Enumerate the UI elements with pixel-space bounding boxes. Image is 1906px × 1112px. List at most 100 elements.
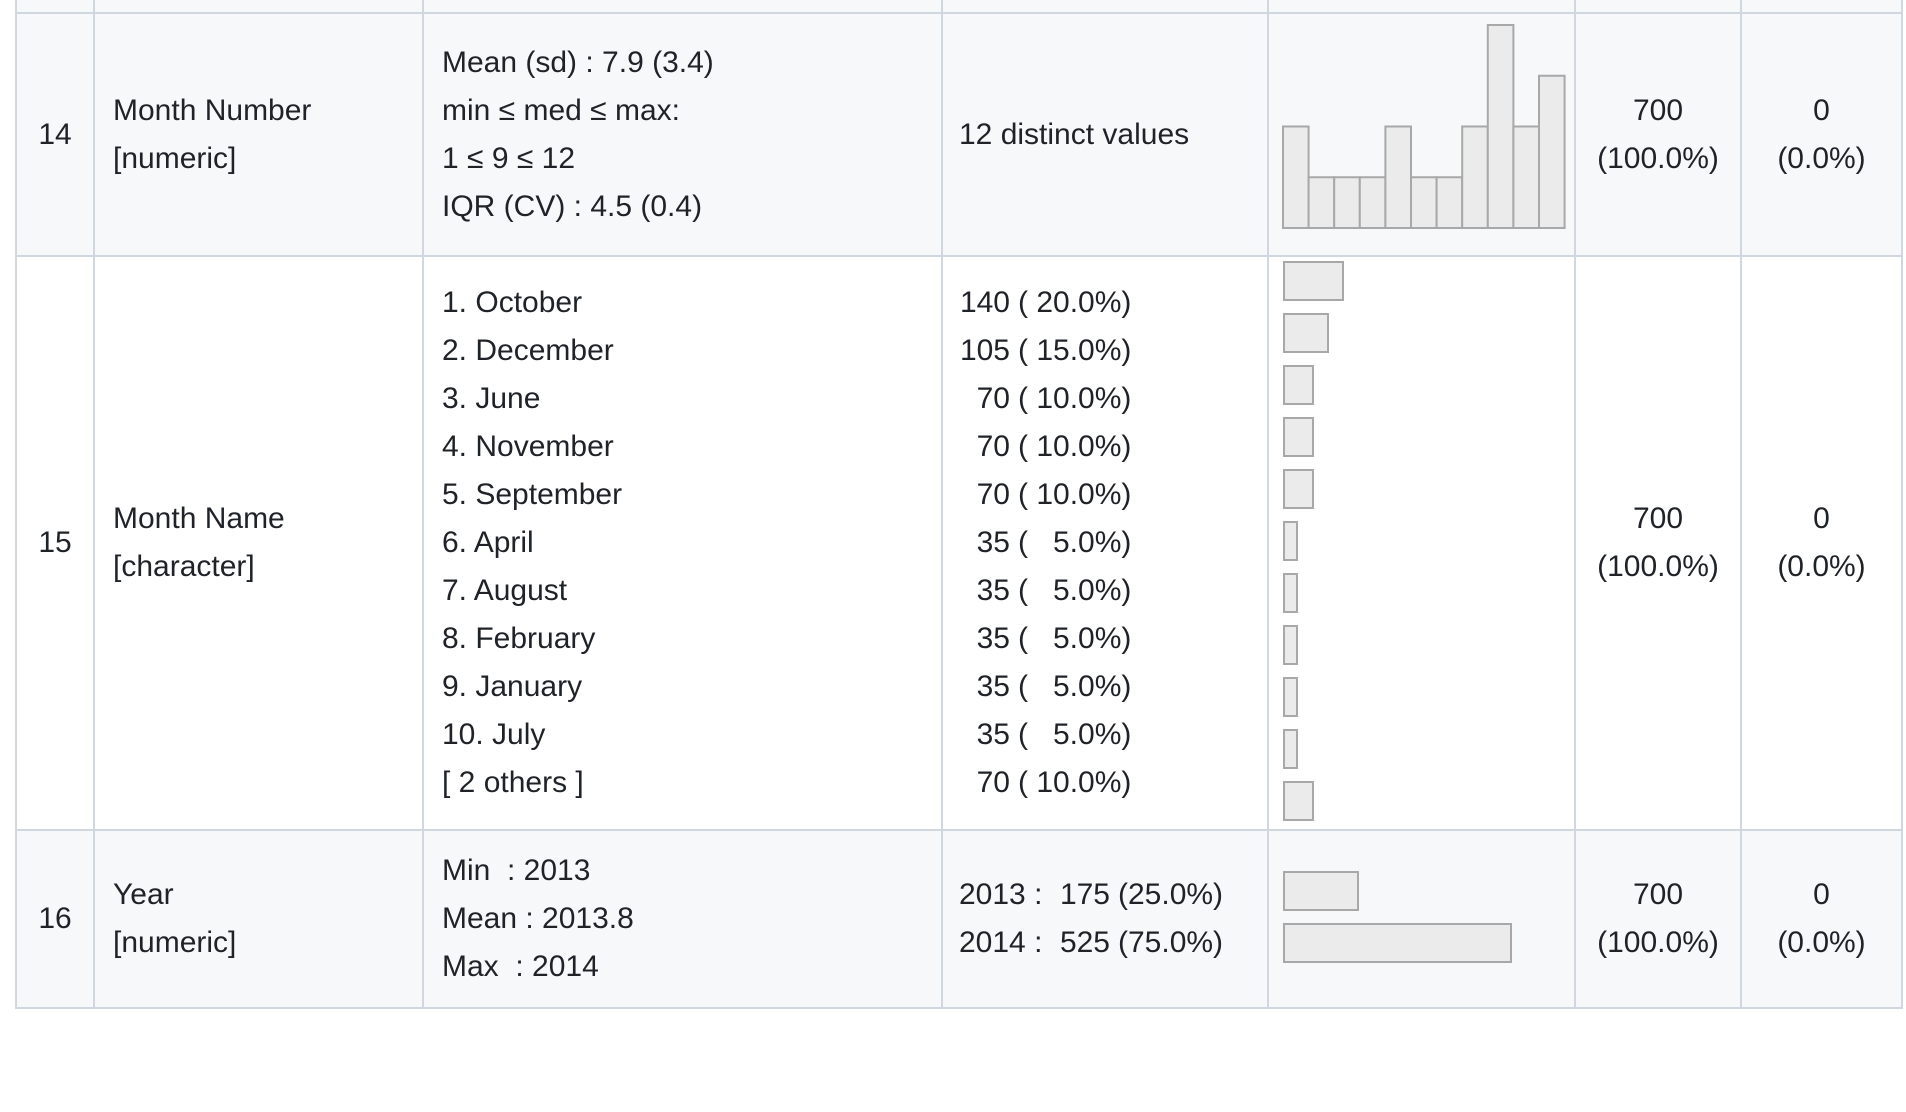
- variable-name: Month Name: [113, 502, 285, 535]
- valid-cell: 700 (100.0%): [1574, 255, 1742, 831]
- stats-line: IQR (CV) : 4.5 (0.4): [442, 189, 703, 223]
- graph-cell: [1267, 12, 1576, 257]
- freq-line: 35( 5.0%): [959, 615, 1249, 663]
- histogram-bar: [1538, 74, 1566, 229]
- histogram-bar: [1307, 176, 1336, 229]
- freq-bar: [1283, 677, 1299, 717]
- missing-count: 0: [1813, 878, 1830, 911]
- freq-count: 105: [959, 334, 1010, 367]
- freq-line: 35( 5.0%): [959, 663, 1249, 711]
- missing-cell: 0 (0.0%): [1740, 829, 1903, 1009]
- stats-line: 4. November: [442, 430, 614, 463]
- freq-line: 70( 10.0%): [959, 423, 1249, 471]
- stats-line: 7. August: [442, 574, 568, 607]
- freq-bar: [1283, 871, 1360, 911]
- freq-bar: [1283, 365, 1314, 405]
- freq-label: 2014 :: [959, 926, 1043, 959]
- valid-count: 700: [1632, 93, 1684, 127]
- variable-cell: Month Number [numeric]: [93, 12, 424, 257]
- bar-line: [1270, 469, 1573, 517]
- missing-count: 0: [1813, 93, 1830, 127]
- stats-line: 1. October: [442, 286, 583, 319]
- histogram-bar: [1384, 125, 1413, 229]
- histogram: [1282, 24, 1566, 229]
- partial-row: [15, 0, 1903, 14]
- bar-line: [1270, 365, 1573, 413]
- graph-cell: [1267, 255, 1576, 831]
- freq-line: 35( 5.0%): [959, 567, 1249, 615]
- variable-type: [character]: [113, 550, 255, 583]
- stats-line: [ 2 others ]: [442, 766, 584, 799]
- freq-bar: [1283, 417, 1314, 457]
- histogram-bar: [1512, 125, 1540, 229]
- cell: [422, 0, 943, 14]
- histogram-bar: [1282, 125, 1310, 229]
- freq-line: 35( 5.0%): [959, 519, 1249, 567]
- freq-bar: [1283, 469, 1314, 509]
- freq-count: 70: [976, 766, 1010, 799]
- freqs-cell: 12 distinct values: [941, 12, 1269, 257]
- variable-name: Year: [113, 878, 174, 911]
- freq-pct: ( 5.0%): [1018, 622, 1132, 655]
- bar-line: [1270, 573, 1573, 621]
- freq-pct: ( 5.0%): [1018, 574, 1132, 607]
- freq-pct: ( 10.0%): [1018, 478, 1132, 511]
- freq-line: 35( 5.0%): [959, 711, 1249, 759]
- freq-bar: [1283, 729, 1299, 769]
- bar-line: [1270, 781, 1573, 828]
- freq-line: 2014 : 525 (75.0%): [959, 919, 1249, 967]
- histogram-bar: [1435, 176, 1464, 229]
- histogram-bar: [1486, 24, 1515, 229]
- valid-count: 700: [1632, 878, 1684, 911]
- freq-line: 140( 20.0%): [959, 279, 1249, 327]
- row-number: 14: [15, 12, 95, 257]
- stats-line: Mean : 2013.8: [442, 902, 634, 935]
- freq-bar: [1283, 261, 1344, 301]
- variable-type: [numeric]: [113, 141, 237, 175]
- valid-count: 700: [1632, 502, 1684, 535]
- freq-label: 2013 :: [959, 878, 1043, 911]
- freqs-cell: 140( 20.0%) 105( 15.0%) 70( 10.0%) 70( 10.0…: [941, 255, 1269, 831]
- variable-cell: Month Name [character]: [93, 255, 424, 831]
- freq-pct: ( 10.0%): [1018, 766, 1132, 799]
- variable-cell: Year [numeric]: [93, 829, 424, 1009]
- variable-name: Month Number: [113, 93, 312, 127]
- valid-cell: 700 (100.0%): [1574, 12, 1742, 257]
- stats-line: min ≤ med ≤ max:: [442, 93, 680, 127]
- row-number: 16: [15, 829, 95, 1009]
- stats-line: Mean (sd) : 7.9 (3.4): [442, 45, 714, 79]
- valid-pct: (100.0%): [1597, 926, 1719, 959]
- table-row: 15 Month Name [character] 1. October 2. Dece…: [15, 255, 1903, 831]
- cell: [93, 0, 424, 14]
- stats-cell: 1. October 2. December 3. June 4. November 5…: [422, 255, 943, 831]
- freq-line: 105( 15.0%): [959, 327, 1249, 375]
- freq-line: 70( 10.0%): [959, 471, 1249, 519]
- cell: [941, 0, 1269, 14]
- stats-line: 1 ≤ 9 ≤ 12: [442, 141, 576, 175]
- freq-pct: ( 15.0%): [1018, 334, 1132, 367]
- freq-count: 70: [976, 430, 1010, 463]
- stats-line: 8. February: [442, 622, 596, 655]
- stats-cell: Mean (sd) : 7.9 (3.4) min ≤ med ≤ max: 1 ≤…: [422, 12, 943, 257]
- freq-bar: [1283, 313, 1329, 353]
- freq-count: 35: [976, 622, 1010, 655]
- stats-line: 10. July: [442, 718, 546, 751]
- footer: Generated by summarytools 1.0.1 (R versi…: [15, 1024, 697, 1112]
- cell: [1574, 0, 1742, 14]
- missing-cell: 0 (0.0%): [1740, 255, 1903, 831]
- valid-cell: 700 (100.0%): [1574, 829, 1742, 1009]
- freq-count: 70: [976, 382, 1010, 415]
- stats-line: 3. June: [442, 382, 541, 415]
- bar-line: [1270, 313, 1573, 361]
- freq-pct: ( 5.0%): [1018, 670, 1132, 703]
- bar-line: [1270, 729, 1573, 777]
- bar-line: [1270, 871, 1573, 919]
- valid-pct: (100.0%): [1597, 141, 1719, 175]
- freq-bar: [1283, 625, 1299, 665]
- freq-pct: (25.0%): [1118, 878, 1224, 911]
- freqs-text: 12 distinct values: [959, 117, 1190, 151]
- missing-count: 0: [1813, 502, 1830, 535]
- freq-count: 70: [976, 478, 1010, 511]
